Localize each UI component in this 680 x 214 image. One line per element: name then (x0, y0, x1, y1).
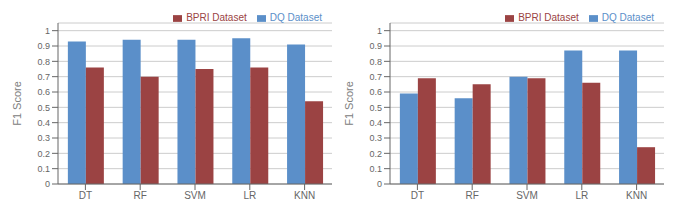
svg-text:RF: RF (134, 190, 147, 201)
svg-text:0.9: 0.9 (37, 41, 50, 51)
svg-text:0: 0 (45, 179, 50, 189)
svg-text:0.3: 0.3 (369, 133, 382, 143)
svg-text:SVM: SVM (184, 190, 206, 201)
html-text:BPRI Dataset: BPRI Dataset (186, 12, 247, 23)
svg-text:0.3: 0.3 (37, 133, 50, 143)
svg-text:0.8: 0.8 (369, 57, 382, 67)
svg-text:SVM: SVM (516, 190, 538, 201)
svg-text:0.1: 0.1 (37, 164, 50, 174)
svg-text:1: 1 (45, 26, 50, 36)
svg-text:0.4: 0.4 (369, 118, 382, 128)
svg-text:KNN: KNN (294, 190, 315, 201)
html-text:BPRI Dataset: BPRI Dataset (518, 12, 579, 23)
html-text:DQ Dataset: DQ Dataset (601, 12, 654, 23)
svg-text:KNN: KNN (626, 190, 647, 201)
svg-text:DT: DT (79, 190, 92, 201)
svg-text:0.5: 0.5 (37, 103, 50, 113)
svg-text:LR: LR (243, 190, 256, 201)
svg-text:0.8: 0.8 (37, 57, 50, 67)
svg-text:0.2: 0.2 (37, 149, 50, 159)
svg-text:0.7: 0.7 (37, 72, 50, 82)
svg-text:DT: DT (411, 190, 424, 201)
svg-text:RF: RF (466, 190, 479, 201)
svg-text:0: 0 (377, 179, 382, 189)
html-text:DQ Dataset: DQ Dataset (269, 12, 322, 23)
svg-text:0.2: 0.2 (369, 149, 382, 159)
svg-text:0.7: 0.7 (369, 72, 382, 82)
svg-text:1: 1 (377, 26, 382, 36)
svg-text:LR: LR (575, 190, 588, 201)
svg-text:0.5: 0.5 (369, 103, 382, 113)
svg-text:0.6: 0.6 (37, 87, 50, 97)
svg-text:F1 Score: F1 Score (11, 81, 23, 126)
svg-text:F1 Score: F1 Score (343, 81, 355, 126)
svg-text:0.9: 0.9 (369, 41, 382, 51)
svg-text:0.6: 0.6 (369, 87, 382, 97)
svg-text:0.4: 0.4 (37, 118, 50, 128)
svg-text:0.1: 0.1 (369, 164, 382, 174)
